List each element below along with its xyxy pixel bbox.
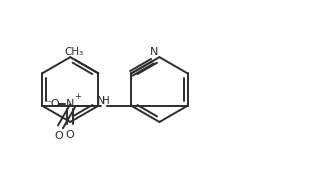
Text: CH₃: CH₃ [64, 47, 83, 57]
Text: O: O [66, 130, 74, 140]
Text: H: H [102, 96, 110, 106]
Text: N: N [66, 99, 74, 109]
Text: N: N [97, 96, 106, 106]
Text: ⁻O: ⁻O [46, 99, 60, 109]
Text: +: + [74, 91, 81, 101]
Text: O: O [54, 131, 63, 141]
Text: N: N [150, 47, 159, 57]
